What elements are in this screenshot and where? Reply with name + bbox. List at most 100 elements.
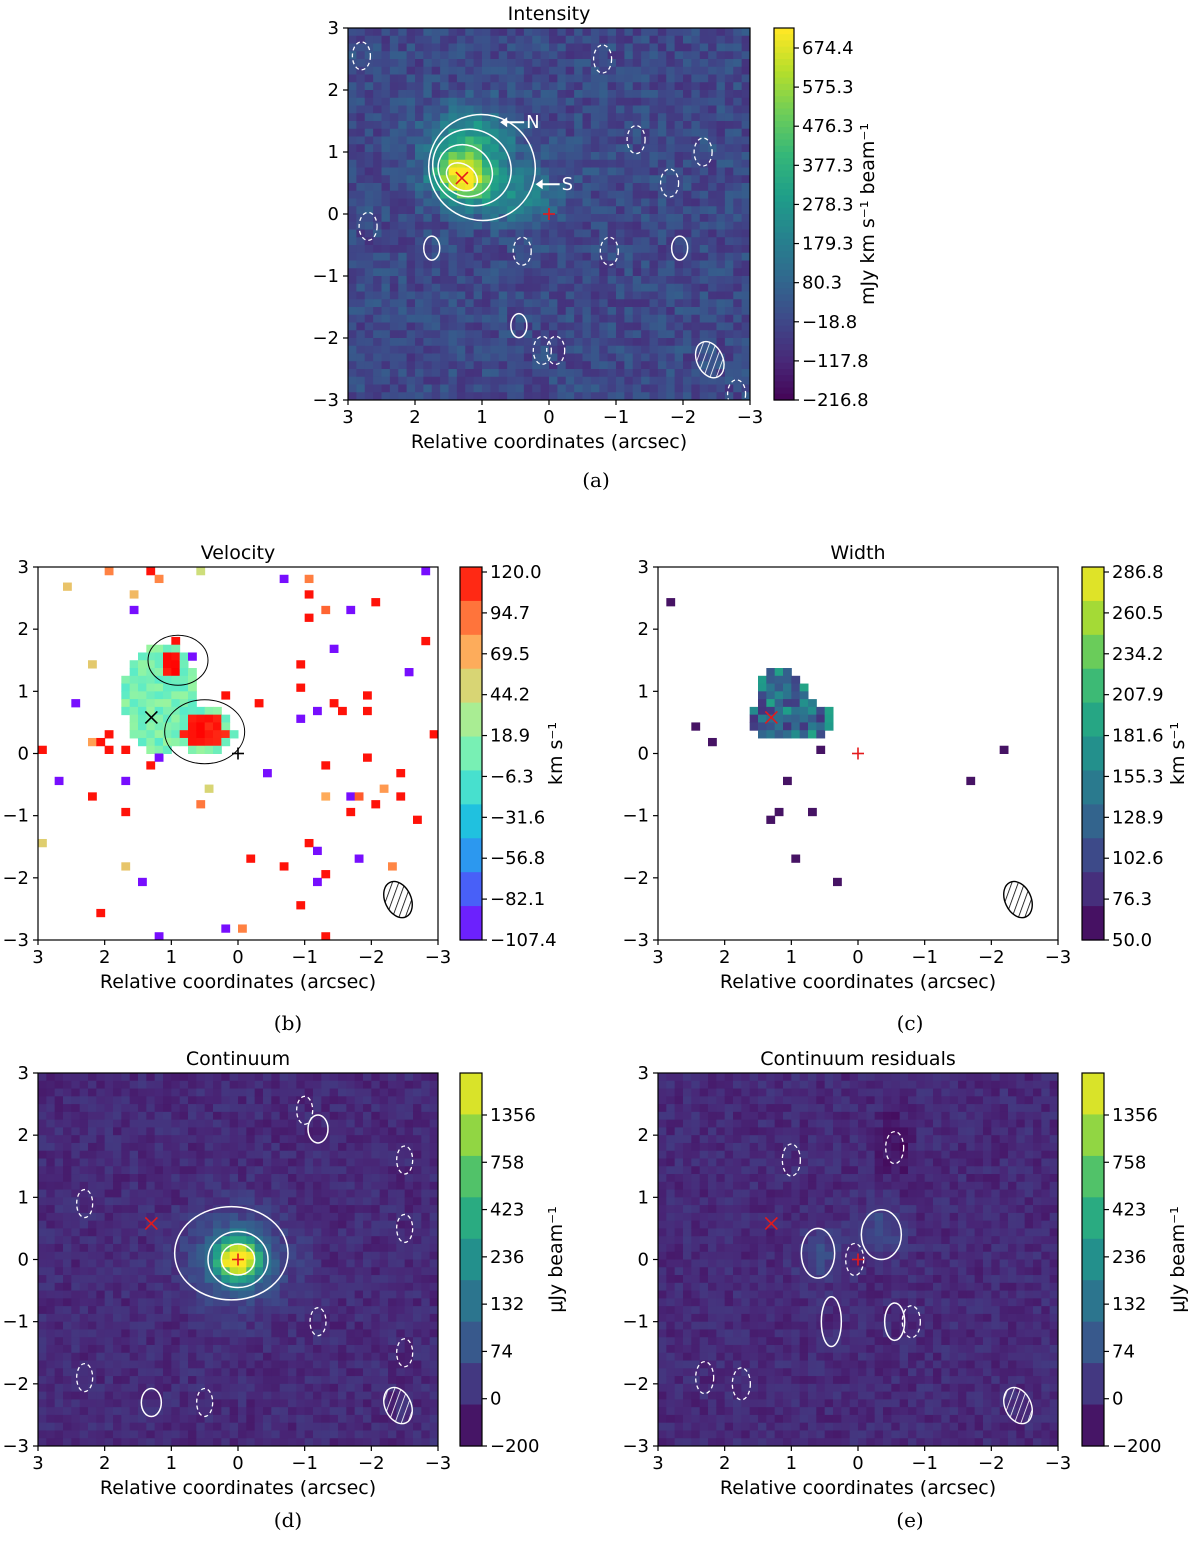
heatmap-cell xyxy=(229,1127,239,1136)
heatmap-cell xyxy=(296,1407,306,1416)
heatmap-image xyxy=(666,598,1009,887)
colorbar-segment xyxy=(774,381,794,389)
heatmap-cell xyxy=(196,1073,206,1082)
heatmap-cell xyxy=(38,1399,47,1408)
heatmap-cell xyxy=(279,1368,289,1377)
heatmap-cell xyxy=(507,245,517,254)
heatmap-cell xyxy=(649,175,659,184)
heatmap-cell xyxy=(304,1430,314,1439)
heatmap-cell xyxy=(415,74,424,83)
heatmap-cell xyxy=(121,1142,131,1152)
heatmap-cell xyxy=(396,1111,406,1121)
heatmap-cell xyxy=(113,1344,122,1354)
heatmap-cell xyxy=(263,1368,272,1377)
heatmap-cell xyxy=(279,1205,289,1214)
heatmap-cell xyxy=(138,1290,147,1299)
heatmap-cell xyxy=(154,1438,164,1447)
heatmap-cell xyxy=(321,1267,331,1276)
heatmap-cell xyxy=(415,268,424,277)
heatmap-cell xyxy=(373,283,383,292)
heatmap-cell xyxy=(356,322,366,331)
heatmap-cell xyxy=(448,384,458,393)
heatmap-cell xyxy=(599,59,609,68)
heatmap-cell xyxy=(338,1174,347,1183)
heatmap-cell xyxy=(448,66,458,75)
heatmap-cell xyxy=(599,376,609,385)
heatmap-cell xyxy=(649,268,659,277)
heatmap-cell xyxy=(532,299,542,308)
heatmap-cell xyxy=(238,1236,247,1245)
heatmap-cell xyxy=(649,66,659,75)
heatmap-cell xyxy=(196,1383,206,1393)
heatmap-cell xyxy=(632,90,642,99)
heatmap-cell xyxy=(708,737,717,747)
heatmap-cell xyxy=(63,1189,72,1198)
heatmap-cell xyxy=(482,206,491,215)
heatmap-cell xyxy=(657,384,667,393)
heatmap-cell xyxy=(371,1344,381,1354)
heatmap-cell xyxy=(271,1259,281,1268)
heatmap-cell xyxy=(346,1119,356,1128)
heatmap-cell xyxy=(204,1290,214,1299)
heatmap-cell xyxy=(716,51,726,60)
heatmap-cell xyxy=(348,128,357,137)
heatmap-cell xyxy=(691,392,701,401)
heatmap-cell xyxy=(346,1267,356,1276)
heatmap-cell xyxy=(138,1337,147,1346)
heatmap-cell xyxy=(741,66,751,75)
heatmap-cell xyxy=(465,322,475,331)
heatmap-cell xyxy=(113,1135,122,1144)
heatmap-cell xyxy=(674,260,684,269)
heatmap-cell xyxy=(389,82,399,91)
heatmap-cell xyxy=(532,322,542,331)
heatmap-cell xyxy=(364,105,374,114)
heatmap-cell xyxy=(71,1344,81,1354)
heatmap-cell xyxy=(154,1212,164,1222)
heatmap-cell xyxy=(113,1298,122,1307)
heatmap-cell xyxy=(363,1174,372,1183)
heatmap-cell xyxy=(54,1267,64,1276)
heatmap-cell xyxy=(708,291,718,300)
heatmap-cell xyxy=(691,299,701,308)
heatmap-cell xyxy=(373,105,383,114)
heatmap-cell xyxy=(381,369,391,378)
heatmap-cell xyxy=(683,252,692,261)
heatmap-cell xyxy=(279,1282,289,1292)
heatmap-cell xyxy=(204,737,214,747)
heatmap-cell xyxy=(549,167,558,176)
heatmap-cell xyxy=(683,322,692,331)
heatmap-cell xyxy=(364,97,374,106)
heatmap-cell xyxy=(507,229,517,238)
heatmap-cell xyxy=(348,214,357,223)
heatmap-cell xyxy=(632,229,642,238)
heatmap-cell xyxy=(381,338,391,347)
heatmap-cell xyxy=(791,675,801,685)
heatmap-cell xyxy=(373,82,383,91)
heatmap-cell xyxy=(440,330,450,339)
heatmap-cell xyxy=(363,1073,372,1082)
heatmap-cell xyxy=(699,307,709,316)
heatmap-cell xyxy=(79,1228,89,1237)
heatmap-cell xyxy=(263,1088,272,1097)
heatmap-cell xyxy=(624,35,634,44)
heatmap-cell xyxy=(431,59,441,68)
heatmap-cell xyxy=(766,699,776,708)
heatmap-cell xyxy=(616,175,625,184)
heatmap-cell xyxy=(71,1135,81,1144)
heatmap-cell xyxy=(338,1127,347,1136)
heatmap-cell xyxy=(540,307,550,316)
heatmap-cell xyxy=(246,1430,256,1439)
heatmap-cell xyxy=(329,1399,339,1408)
heatmap-cell xyxy=(96,1205,106,1214)
heatmap-cell xyxy=(708,183,718,192)
heatmap-cell xyxy=(532,190,542,199)
heatmap-cell xyxy=(313,1391,322,1400)
heatmap-cell xyxy=(321,1158,331,1167)
heatmap-cell xyxy=(565,144,575,153)
heatmap-cell xyxy=(329,1150,339,1159)
heatmap-cell xyxy=(649,128,659,137)
heatmap-cell xyxy=(379,1275,389,1284)
heatmap-cell xyxy=(113,1212,122,1222)
heatmap-cell xyxy=(507,175,517,184)
colorbar-segment xyxy=(774,387,794,395)
